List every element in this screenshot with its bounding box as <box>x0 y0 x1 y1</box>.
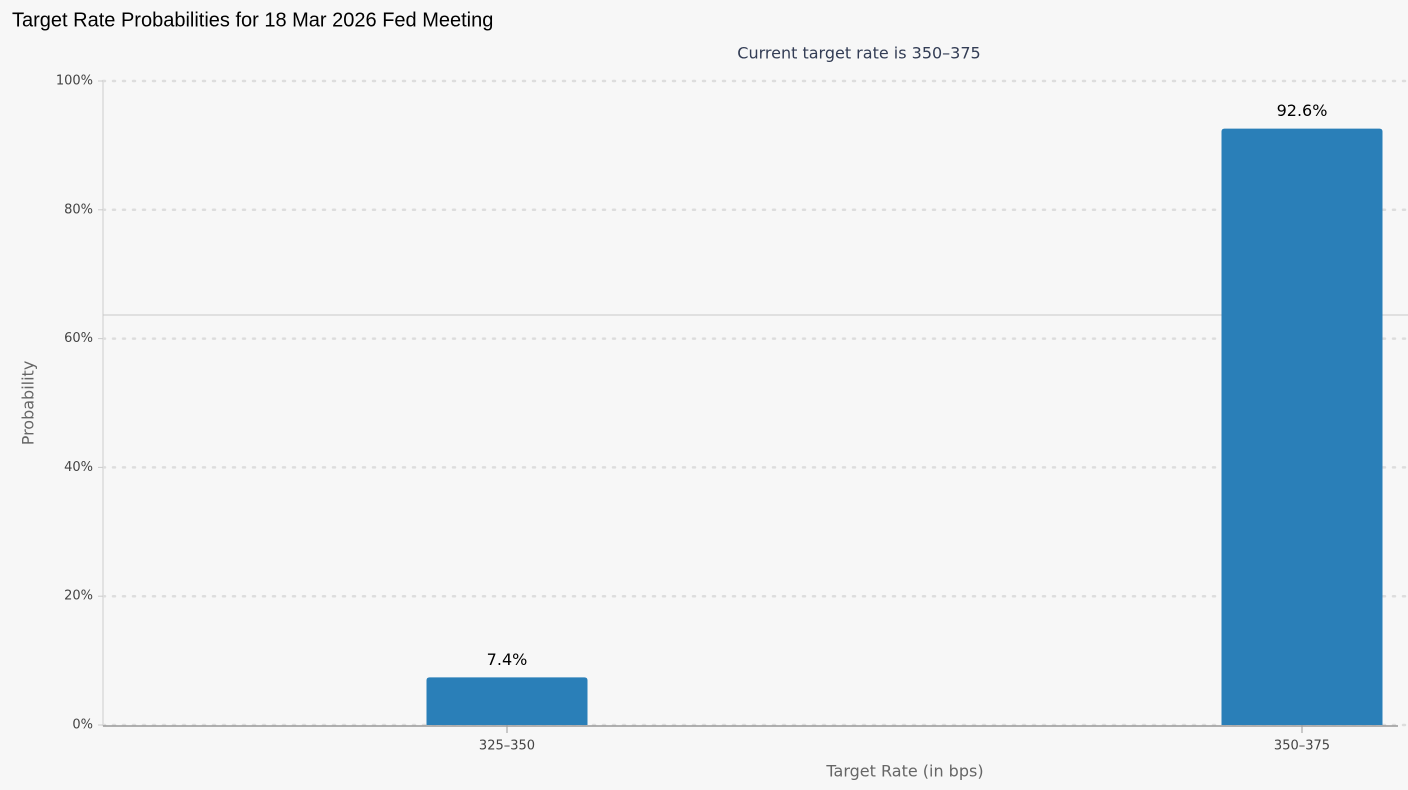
y-tick-label: 100% <box>56 74 93 89</box>
x-tick-label: 325–350 <box>479 739 535 754</box>
x-axis-title: Target Rate (in bps) <box>825 762 983 781</box>
plot-area: 0% 20% 40% 60% 80% 100% 325–350 7.4% 350–375 92.6… <box>56 74 1408 754</box>
y-axis-title: Probability <box>19 361 38 446</box>
bar <box>426 677 588 725</box>
value-label: 7.4% <box>487 650 528 669</box>
y-tick-label: 80% <box>64 202 93 217</box>
y-tick-label: 60% <box>64 331 93 346</box>
chart-subtitle: Current target rate is 350–375 <box>737 44 980 63</box>
value-label: 92.6% <box>1277 101 1328 120</box>
y-tick-label: 20% <box>64 589 93 604</box>
bar <box>1221 128 1383 725</box>
y-tick-label: 0% <box>72 718 93 733</box>
y-tick-label: 40% <box>64 460 93 475</box>
x-tick-label: 350–375 <box>1274 739 1330 754</box>
chart-title: Target Rate Probabilities for 18 Mar 202… <box>12 9 493 31</box>
